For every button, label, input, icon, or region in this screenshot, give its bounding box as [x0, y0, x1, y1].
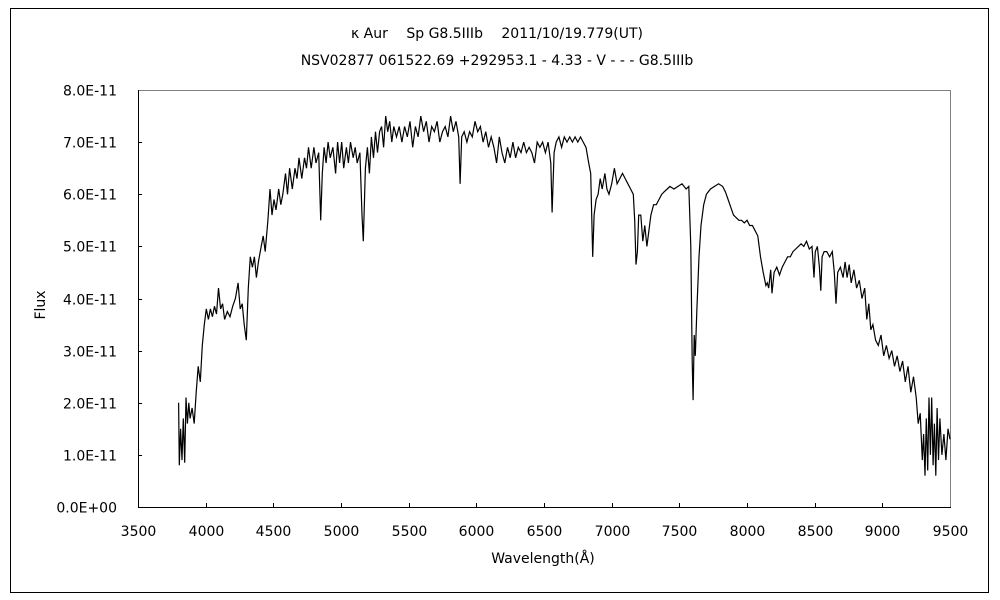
y-tick-label: 6.0E-11: [63, 188, 117, 204]
y-tick-label: 0.0E+00: [56, 501, 117, 517]
x-tick-label: 4000: [189, 524, 225, 540]
y-tick-label: 4.0E-11: [63, 293, 117, 309]
x-tick-label: 8500: [798, 524, 834, 540]
x-tick-label: 9000: [865, 524, 901, 540]
y-axis-label: Flux: [33, 290, 49, 319]
x-tick-label: 7500: [662, 524, 698, 540]
x-axis-label: Wavelength(Å): [491, 550, 595, 567]
spectrum-line: [178, 115, 951, 476]
x-tick-label: 6500: [527, 524, 563, 540]
y-tick-label: 8.0E-11: [63, 84, 117, 100]
chart-subtitle: NSV02877 061522.69 +292953.1 - 4.33 - V …: [301, 53, 694, 69]
x-tick-label: 6000: [459, 524, 495, 540]
x-tick-label: 4500: [256, 524, 292, 540]
y-tick-label: 1.0E-11: [63, 449, 117, 465]
y-tick-label: 2.0E-11: [63, 397, 117, 413]
y-tick-label: 5.0E-11: [63, 240, 117, 256]
x-tick-label: 3500: [121, 524, 157, 540]
x-tick-label: 5500: [392, 524, 428, 540]
chart-frame: [10, 8, 989, 593]
x-tick-label: 5000: [324, 524, 360, 540]
x-tick-label: 7000: [595, 524, 631, 540]
x-tick-label: 8000: [730, 524, 766, 540]
y-tick-label: 3.0E-11: [63, 345, 117, 361]
plot-area: 0.0E+00 1.0E-11 2.0E-11 3.0E-11 4.0E-11 5.0E-…: [56, 84, 968, 541]
x-tick-label: 9500: [933, 524, 969, 540]
y-tick-label: 7.0E-11: [63, 136, 117, 152]
chart-title: κ Aur Sp G8.5IIIb 2011/10/19.779(UT): [351, 26, 643, 42]
